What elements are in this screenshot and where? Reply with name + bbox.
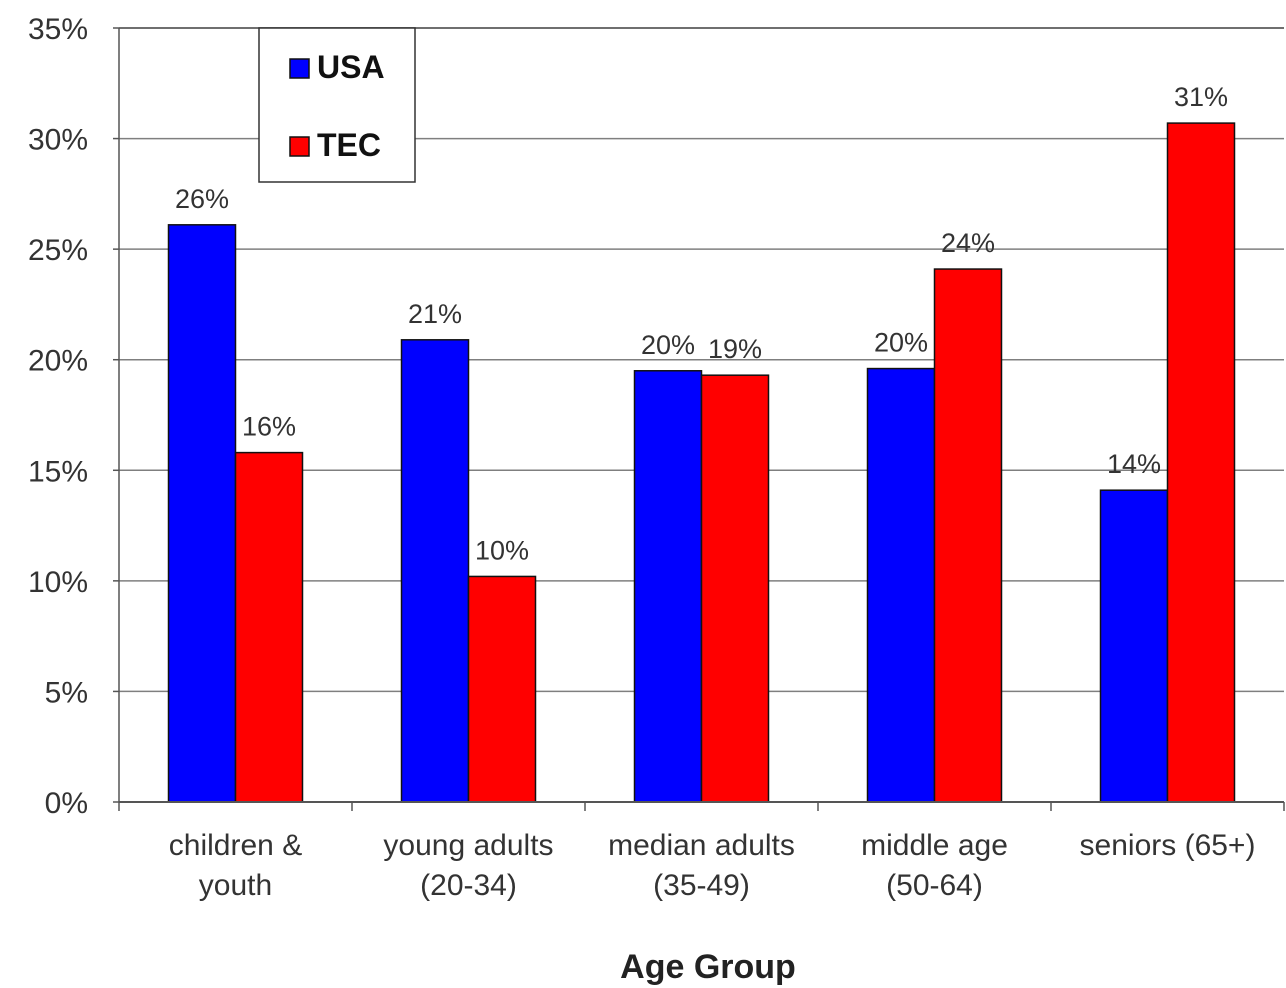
y-tick-label: 0% <box>45 787 88 820</box>
x-category-label: median adults (35-49) <box>608 829 795 902</box>
legend-box <box>258 27 416 183</box>
y-axis-ticks: 0% 5% 10% 15% 20% 25% 30% 35% <box>28 13 119 820</box>
bar-tec <box>1166 122 1236 803</box>
x-category-label: seniors (65+) <box>1080 829 1256 862</box>
legend-swatch-usa <box>289 58 310 79</box>
legend-label-usa: USA <box>317 49 385 85</box>
bar-usa <box>633 370 703 803</box>
data-label-usa: 26% <box>175 184 229 214</box>
bar-tec <box>700 374 770 803</box>
bar-usa <box>167 224 237 803</box>
data-label-tec: 10% <box>475 535 529 565</box>
legend-label-tec: TEC <box>317 127 381 163</box>
y-tick-label: 15% <box>28 455 88 488</box>
bar-usa <box>1099 489 1169 803</box>
x-axis-category-labels: children & youth young adults (20-34) median… <box>169 829 1256 902</box>
data-label-usa: 20% <box>874 328 928 358</box>
x-category-label: children & youth <box>169 829 302 902</box>
bar-usa <box>400 339 470 803</box>
bar-tec <box>933 268 1003 803</box>
data-labels: 26% 16% 21% 10% 20% 19% 20% 24% 14% 31% <box>175 82 1228 565</box>
bar-usa <box>866 367 936 803</box>
y-tick-label: 10% <box>28 566 88 599</box>
y-tick-label: 25% <box>28 234 88 267</box>
x-category-label: middle age (50-64) <box>861 829 1008 902</box>
legend-swatch-tec <box>289 136 310 157</box>
y-tick-label: 5% <box>45 676 88 709</box>
bar-tec <box>234 451 304 803</box>
y-tick-label: 20% <box>28 345 88 378</box>
legend: USA TEC <box>258 27 416 183</box>
y-tick-label: 35% <box>28 13 88 46</box>
data-label-usa: 14% <box>1107 449 1161 479</box>
data-label-tec: 19% <box>708 334 762 364</box>
x-category-label: young adults (20-34) <box>383 829 553 902</box>
bar-tec <box>467 575 537 803</box>
y-tick-label: 30% <box>28 124 88 157</box>
x-axis-title: Age Group <box>620 948 796 986</box>
data-label-tec: 16% <box>242 412 296 442</box>
bars <box>167 122 1236 803</box>
data-label-tec: 24% <box>941 228 995 258</box>
data-label-usa: 21% <box>408 299 462 329</box>
data-label-usa: 20% <box>641 330 695 360</box>
data-label-tec: 31% <box>1174 82 1228 112</box>
